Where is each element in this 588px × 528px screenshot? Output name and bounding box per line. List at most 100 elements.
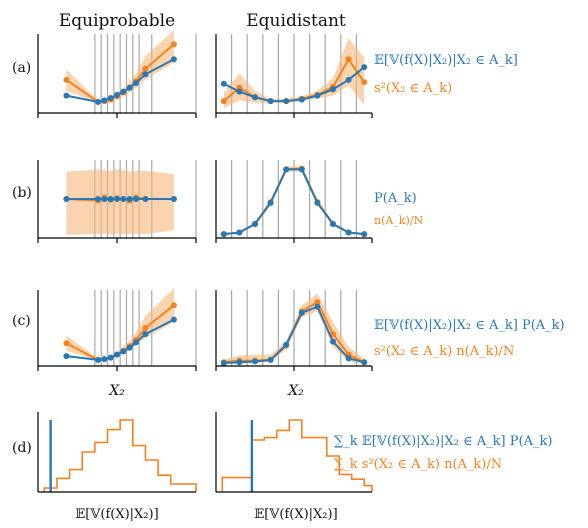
series-line-blue: [223, 66, 365, 103]
series-line-blue: [223, 168, 365, 236]
data-point-blue: [298, 96, 305, 103]
confidence-band: [66, 169, 174, 235]
plot-panels: [37, 30, 373, 493]
series-line-blue: [223, 305, 365, 364]
legend-b-orange: n(A_k)/N: [374, 214, 423, 227]
row-label-c: (c): [12, 313, 31, 329]
data-point-orange: [63, 76, 70, 83]
data-point-blue: [298, 309, 305, 316]
data-point-blue: [126, 196, 133, 202]
data-point-blue: [63, 92, 70, 99]
data-point-orange: [345, 56, 352, 63]
data-point-blue: [114, 196, 120, 202]
legend-c-orange: s²(X₂ ∈ A_k) n(A_k)/N: [374, 344, 514, 359]
data-point-blue: [95, 98, 102, 105]
data-point-blue: [330, 86, 336, 93]
data-point-orange: [220, 98, 227, 105]
data-point-blue: [330, 338, 336, 345]
row-label-b: (b): [12, 185, 32, 201]
data-point-blue: [236, 229, 243, 236]
data-point-blue: [283, 166, 290, 173]
data-point-blue: [142, 331, 149, 338]
data-point-blue: [63, 353, 70, 360]
data-point-blue: [314, 199, 321, 206]
data-point-blue: [236, 359, 243, 366]
data-point-blue: [345, 355, 352, 362]
data-point-orange: [63, 340, 70, 347]
data-point-blue: [95, 356, 102, 363]
panel-d-equidistant: [215, 412, 373, 493]
data-point-blue: [361, 359, 368, 366]
data-point-blue: [120, 196, 127, 202]
panel-b-equiprobable: [37, 160, 197, 243]
data-point-blue: [120, 88, 127, 95]
xlabel-x2-right: X₂: [287, 383, 304, 399]
data-point-orange: [142, 325, 149, 331]
data-point-blue: [267, 199, 274, 206]
data-point-blue: [142, 71, 149, 78]
confidence-band: [66, 30, 174, 103]
data-point-blue: [142, 196, 149, 202]
data-point-orange: [170, 41, 177, 48]
data-point-blue: [107, 354, 114, 361]
row-label-d: (d): [12, 440, 32, 456]
data-point-blue: [170, 196, 177, 202]
xlabel-expectation-right: 𝔼[𝕍(f(X)|X₂)]: [254, 507, 337, 522]
data-point-blue: [101, 196, 108, 202]
column-title-equidistant: Equidistant: [246, 11, 346, 31]
panel-c-equiprobable: [37, 288, 197, 371]
data-point-blue: [170, 56, 177, 63]
data-point-blue: [361, 231, 368, 238]
panel-a-equiprobable: [37, 30, 197, 118]
data-point-blue: [314, 92, 321, 99]
data-point-blue: [63, 196, 70, 202]
data-point-blue: [132, 196, 139, 202]
panel-b-equidistant: [215, 160, 373, 243]
confidence-band: [66, 288, 174, 361]
legend-c-blue: 𝔼[𝕍(f(X)|X₂)|X₂ ∈ A_k] P(A_k): [374, 318, 565, 333]
legend-b-blue: P(A_k): [374, 191, 417, 206]
data-point-blue: [220, 231, 227, 238]
data-point-blue: [298, 166, 305, 173]
data-point-blue: [252, 358, 258, 365]
data-point-blue: [267, 356, 274, 363]
data-point-blue: [283, 98, 290, 105]
data-point-blue: [114, 91, 120, 98]
data-point-blue: [107, 196, 114, 202]
data-point-blue: [252, 220, 258, 227]
data-point-blue: [314, 303, 321, 310]
legend-d-orange: ∑_k s²(X₂ ∈ A_k) n(A_k)/N: [334, 457, 502, 472]
data-point-orange: [330, 331, 336, 338]
data-point-orange: [361, 79, 368, 86]
data-point-blue: [114, 351, 120, 358]
data-point-blue: [345, 76, 352, 83]
data-point-blue: [267, 98, 274, 105]
data-point-blue: [95, 196, 102, 202]
data-point-blue: [101, 97, 108, 104]
data-point-blue: [330, 220, 336, 227]
row-label-a: (a): [12, 60, 31, 76]
data-point-blue: [283, 341, 290, 348]
series-line-blue: [66, 318, 175, 361]
data-point-blue: [126, 84, 133, 91]
data-point-blue: [132, 79, 139, 86]
data-point-blue: [220, 80, 227, 87]
panel-d-equiprobable: [37, 412, 197, 493]
series-line-blue: [66, 58, 175, 103]
column-title-equiprobable: Equiprobable: [59, 11, 175, 31]
legend-a-orange: s²(X₂ ∈ A_k): [374, 81, 452, 96]
legend-d-blue: ∑_k 𝔼[𝕍(f(X)|X₂)|X₂ ∈ A_k] P(A_k): [334, 434, 552, 449]
data-point-blue: [120, 348, 127, 355]
panel-c-equidistant: [215, 290, 373, 371]
data-point-orange: [170, 302, 177, 309]
histogram-steps: [221, 419, 373, 492]
legend-a-blue: 𝔼[𝕍(f(X)|X₂)|X₂ ∈ A_k]: [374, 53, 518, 68]
xlabel-expectation-left: 𝔼[𝕍(f(X)|X₂)]: [75, 507, 158, 522]
data-point-blue: [252, 94, 258, 101]
data-point-blue: [345, 229, 352, 236]
data-point-blue: [126, 344, 133, 351]
data-point-blue: [220, 359, 227, 366]
data-point-orange: [314, 299, 321, 306]
histogram-steps: [43, 419, 197, 492]
